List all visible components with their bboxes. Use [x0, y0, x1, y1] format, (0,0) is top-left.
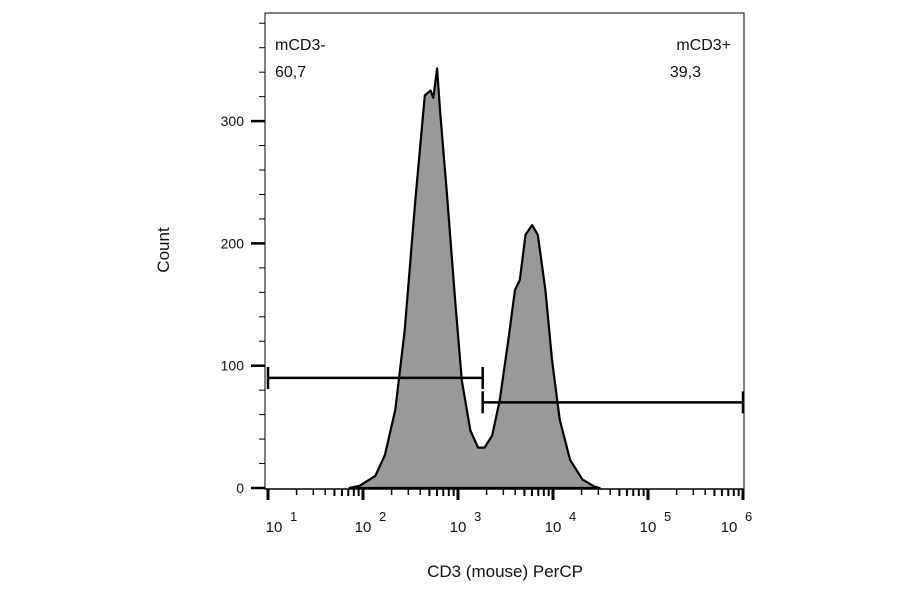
- y-tick-label: 200: [221, 235, 245, 251]
- x-tick-base: 10: [721, 519, 738, 536]
- x-tick-base: 10: [450, 519, 467, 536]
- y-axis-label: Count: [154, 227, 173, 273]
- y-tick-label: 0: [236, 480, 244, 496]
- gate-percent-label: 39,3: [670, 64, 701, 81]
- gate-name-label: mCD3+: [676, 37, 731, 54]
- x-tick-exponent: 3: [474, 509, 481, 524]
- gate-mCD3-[interactable]: mCD3- 60,7: [266, 37, 484, 389]
- gates: mCD3- 60,7 mCD3+ 39,3: [266, 37, 745, 414]
- x-tick-label: 10 6: [721, 509, 753, 536]
- gate-mCD3+[interactable]: mCD3+ 39,3: [481, 37, 745, 414]
- x-tick-label: 10 1: [266, 509, 298, 536]
- y-tick-label: 100: [221, 358, 245, 374]
- x-tick-label: 10 5: [640, 509, 672, 536]
- plot-area: [348, 67, 601, 490]
- x-tick-base: 10: [640, 519, 657, 536]
- x-tick-base: 10: [266, 519, 283, 536]
- y-tick-label: 300: [221, 113, 245, 129]
- x-tick-label: 10 2: [355, 509, 387, 536]
- histogram-series-0: [348, 67, 601, 490]
- x-tick-base: 10: [545, 519, 562, 536]
- x-tick-exponent: 4: [569, 509, 576, 524]
- gate-name-label: mCD3-: [275, 37, 326, 54]
- x-tick-base: 10: [355, 519, 372, 536]
- x-axis-label: CD3 (mouse) PerCP: [427, 562, 583, 581]
- x-tick-exponent: 6: [745, 509, 752, 524]
- x-tick-exponent: 5: [664, 509, 671, 524]
- x-tick-label: 10 4: [545, 509, 577, 536]
- x-tick-label: 10 3: [450, 509, 482, 536]
- x-tick-exponent: 1: [290, 509, 297, 524]
- x-tick-exponent: 2: [379, 509, 386, 524]
- y-axis: 0 100 200 300: [221, 22, 265, 496]
- x-axis: 10 1 10 2 10 3 10 4 10 5 10 6: [265, 488, 753, 536]
- gate-percent-label: 60,7: [275, 64, 306, 81]
